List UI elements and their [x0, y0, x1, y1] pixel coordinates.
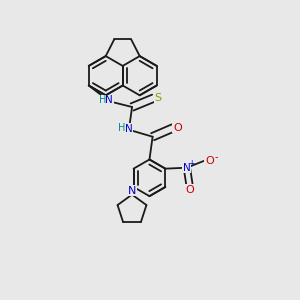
Text: H: H	[99, 95, 106, 105]
Text: H: H	[118, 124, 126, 134]
Text: S: S	[154, 93, 161, 103]
Text: -: -	[214, 152, 218, 162]
Text: O: O	[205, 156, 214, 166]
Text: +: +	[188, 159, 195, 168]
Text: N: N	[183, 163, 191, 173]
Text: N: N	[128, 186, 136, 196]
Text: O: O	[173, 123, 182, 133]
Text: N: N	[125, 124, 133, 134]
Text: N: N	[105, 95, 113, 105]
Text: O: O	[185, 185, 194, 195]
